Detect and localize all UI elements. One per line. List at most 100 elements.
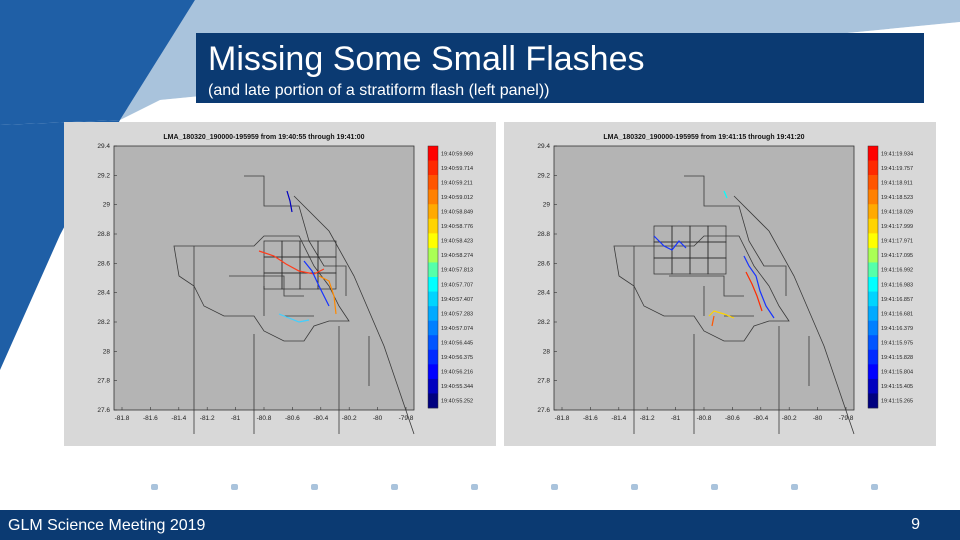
x-tick-label: -81.4 bbox=[171, 415, 186, 422]
decor-dot bbox=[791, 484, 798, 490]
colorbar-label: 19:40:56.445 bbox=[441, 341, 473, 347]
colorbar-segment bbox=[868, 306, 878, 321]
x-tick-label: -81 bbox=[231, 415, 241, 422]
colorbar-label: 19:40:57.283 bbox=[441, 311, 473, 317]
colorbar-segment bbox=[428, 189, 438, 205]
decor-dot bbox=[311, 484, 318, 490]
plot-title: LMA_180320_190000-195959 from 19:41:15 t… bbox=[603, 134, 804, 141]
grid-box bbox=[317, 272, 337, 290]
colorbar-label: 19:41:18.029 bbox=[881, 210, 913, 216]
flash-track bbox=[708, 310, 735, 319]
decor-dot bbox=[631, 484, 638, 490]
flash-track bbox=[711, 315, 715, 327]
colorbar-segment bbox=[428, 218, 438, 234]
colorbar-label: 19:40:57.074 bbox=[441, 326, 473, 332]
decor-dot bbox=[551, 484, 558, 490]
decor-dot bbox=[231, 484, 238, 490]
colorbar-label: 19:40:56.216 bbox=[441, 370, 473, 376]
colorbar-segment bbox=[868, 233, 878, 249]
decor-dot bbox=[471, 484, 478, 490]
colorbar-label: 19:41:15.975 bbox=[881, 341, 913, 347]
blue-swoosh bbox=[0, 0, 195, 125]
plot-svg: LMA_180320_190000-195959 from 19:40:55 t… bbox=[97, 134, 473, 435]
x-tick-label: -81.4 bbox=[611, 415, 626, 422]
colorbar-segment bbox=[428, 393, 438, 409]
x-tick-label: -81.6 bbox=[143, 415, 158, 422]
x-tick-label: -79.8 bbox=[839, 415, 854, 422]
colorbar-label: 19:41:19.934 bbox=[881, 151, 913, 157]
x-tick-label: -80.4 bbox=[753, 415, 768, 422]
colorbar-frame bbox=[867, 145, 879, 409]
colorbar-segment bbox=[868, 189, 878, 205]
lma-plot-right: LMA_180320_190000-195959 from 19:41:15 t… bbox=[504, 122, 936, 446]
colorbar-segment bbox=[428, 233, 438, 249]
colorbar-label: 19:41:16.379 bbox=[881, 326, 913, 332]
y-tick-label: 28.8 bbox=[97, 231, 110, 238]
x-tick-label: -80 bbox=[373, 415, 383, 422]
colorbar-segment bbox=[428, 306, 438, 321]
county-boundary-line bbox=[293, 195, 415, 435]
colorbar-segment bbox=[868, 335, 878, 351]
colorbar-segment bbox=[868, 204, 878, 220]
colorbar-segment bbox=[868, 160, 878, 176]
county-boundary-line bbox=[684, 175, 787, 296]
colorbar-label: 19:41:16.857 bbox=[881, 297, 913, 303]
colorbar-label: 19:41:17.095 bbox=[881, 253, 913, 259]
x-tick-label: -81.2 bbox=[640, 415, 655, 422]
decor-dot-row bbox=[151, 484, 878, 490]
colorbar-segment bbox=[868, 378, 878, 394]
footer-bar: GLM Science Meeting 2019 9 bbox=[0, 510, 960, 540]
colorbar-label: 19:41:16.681 bbox=[881, 311, 913, 317]
x-tick-label: -81.6 bbox=[583, 415, 598, 422]
colorbar-segment bbox=[428, 349, 438, 365]
x-tick-label: -80.2 bbox=[342, 415, 357, 422]
page-number: 9 bbox=[911, 516, 920, 533]
y-tick-label: 28 bbox=[103, 348, 111, 355]
county-boundary-line bbox=[733, 195, 855, 435]
colorbar-label: 19:41:15.828 bbox=[881, 355, 913, 361]
x-tick-label: -80.2 bbox=[782, 415, 797, 422]
colorbar-label: 19:41:18.523 bbox=[881, 195, 913, 201]
decor-dot bbox=[871, 484, 878, 490]
y-tick-label: 29.2 bbox=[97, 172, 110, 179]
flash-track bbox=[318, 275, 337, 315]
grid-boxes bbox=[653, 225, 727, 275]
colorbar-segment bbox=[868, 291, 878, 307]
county-boundaries bbox=[173, 175, 415, 435]
colorbar-segment bbox=[428, 378, 438, 394]
colorbar-label: 19:41:19.757 bbox=[881, 166, 913, 172]
flash-track bbox=[743, 255, 775, 319]
flash-track bbox=[745, 271, 763, 312]
flash-tracks bbox=[258, 190, 337, 323]
y-tick-label: 28.4 bbox=[97, 290, 110, 297]
x-tick-label: -80.8 bbox=[257, 415, 272, 422]
x-tick-label: -80.6 bbox=[725, 415, 740, 422]
colorbar-segment bbox=[428, 146, 438, 161]
colorbar-segment bbox=[868, 393, 878, 409]
colorbar-label: 19:41:16.983 bbox=[881, 282, 913, 288]
colorbar-label: 19:41:17.999 bbox=[881, 224, 913, 230]
colorbar-segment bbox=[428, 262, 438, 278]
x-tick-label: -81 bbox=[671, 415, 681, 422]
colorbar-segment bbox=[868, 175, 878, 190]
flash-track bbox=[258, 250, 325, 275]
colorbar-label: 19:40:58.849 bbox=[441, 210, 473, 216]
y-tick-label: 27.8 bbox=[97, 378, 110, 385]
county-boundary-line bbox=[193, 246, 370, 434]
colorbar-label: 19:41:18.911 bbox=[881, 180, 913, 186]
colorbar-label: 19:41:15.405 bbox=[881, 384, 913, 390]
decor-dot bbox=[391, 484, 398, 490]
plot-svg: LMA_180320_190000-195959 from 19:41:15 t… bbox=[537, 134, 913, 435]
colorbar-label: 19:40:58.274 bbox=[441, 253, 473, 259]
colorbar-label: 19:40:57.707 bbox=[441, 282, 473, 288]
colorbar-label: 19:40:56.375 bbox=[441, 355, 473, 361]
colorbar-label: 19:40:59.969 bbox=[441, 151, 473, 157]
colorbar-segment bbox=[868, 320, 878, 336]
grid-box bbox=[707, 257, 727, 275]
y-tick-label: 29.4 bbox=[537, 143, 550, 150]
colorbar-segment bbox=[428, 335, 438, 351]
y-tick-label: 28.4 bbox=[537, 290, 550, 297]
colorbar-frame bbox=[427, 145, 439, 409]
colorbar-label: 19:41:16.992 bbox=[881, 268, 913, 274]
x-tick-label: -81.8 bbox=[555, 415, 570, 422]
